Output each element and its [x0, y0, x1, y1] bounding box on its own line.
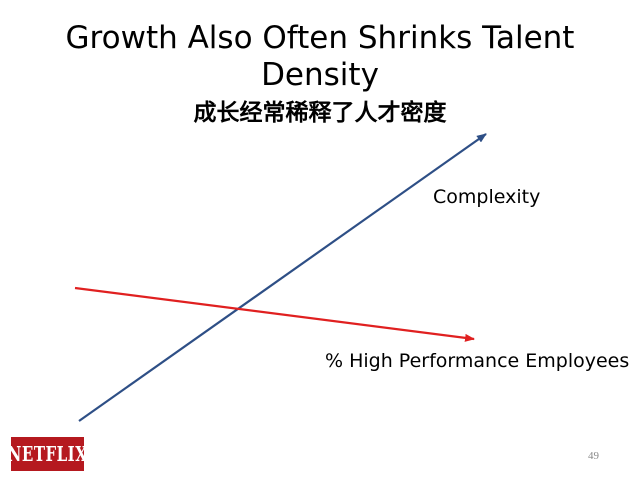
slide-title: Growth Also Often Shrinks Talent Density [65, 20, 575, 93]
page-number: 49 [588, 450, 599, 462]
complexity-label: Complexity [433, 186, 541, 208]
high-performance-employees-arrow [74, 286, 475, 342]
complexity-arrow [78, 133, 487, 422]
netflix-logo: NETFLIX [8, 437, 87, 471]
netflix-logo-text: NETFLIX [7, 441, 88, 467]
slide-subtitle: 成长经常稀释了人才密度 [193, 100, 447, 126]
high-performance-employees-label: % High Performance Employees [325, 350, 630, 372]
